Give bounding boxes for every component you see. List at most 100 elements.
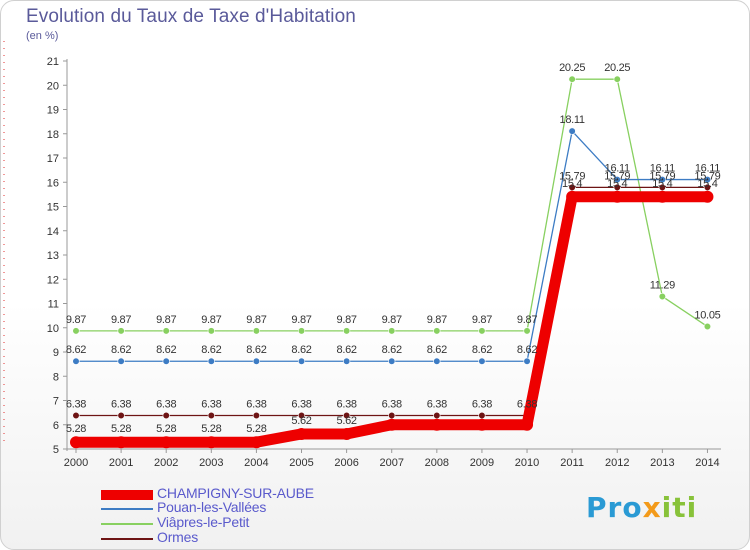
data-point-3 xyxy=(162,411,170,420)
y-tick-label: 5 xyxy=(53,444,59,456)
data-point-2 xyxy=(703,322,712,331)
x-tick-label: 2012 xyxy=(605,457,629,469)
y-tick-label: 8 xyxy=(53,371,59,383)
y-tick-label: 21 xyxy=(47,56,59,68)
legend-label: Pouan-les-Vallées xyxy=(157,499,267,515)
x-tick-label: 2005 xyxy=(289,457,313,469)
data-label-3: 15.79 xyxy=(604,170,630,182)
data-point-2 xyxy=(433,327,441,335)
data-label-1: 8.62 xyxy=(337,344,357,356)
data-point-0 xyxy=(70,436,82,449)
data-label-3: 6.38 xyxy=(201,399,221,411)
y-tick-label: 9 xyxy=(53,347,59,359)
data-point-0 xyxy=(160,436,173,449)
data-label-2: 9.87 xyxy=(472,314,492,326)
data-label-2: 9.87 xyxy=(382,314,402,326)
data-point-1 xyxy=(117,357,125,365)
data-label-1: 8.62 xyxy=(66,344,86,356)
data-label-0: 15.4 xyxy=(562,178,582,190)
data-point-3 xyxy=(117,411,125,420)
x-tick-label: 2010 xyxy=(515,457,539,469)
legend-swatch xyxy=(101,523,153,525)
data-point-2 xyxy=(568,75,576,83)
y-tick-label: 7 xyxy=(53,396,59,408)
data-point-3 xyxy=(703,183,712,191)
data-label-0: 5.62 xyxy=(291,415,311,427)
data-label-1: 16.11 xyxy=(605,163,630,175)
chart-unit: (en %) xyxy=(26,30,59,42)
legend-label: CHAMPIGNY-SUR-AUBE xyxy=(157,485,314,501)
y-tick-label: 17 xyxy=(47,153,59,165)
data-label-2: 10.05 xyxy=(694,310,720,322)
data-label-3: 6.38 xyxy=(517,399,537,411)
data-label-0: 5.28 xyxy=(201,423,221,435)
data-label-2: 9.87 xyxy=(427,314,447,326)
data-label-2: 9.87 xyxy=(111,314,131,326)
data-label-3: 6.38 xyxy=(156,399,176,411)
proxiti-logo: Proxiti xyxy=(586,491,697,524)
data-label-1: 8.62 xyxy=(427,344,447,356)
series-line-2 xyxy=(75,78,709,332)
data-label-3: 15.79 xyxy=(649,170,675,182)
data-label-1: 8.62 xyxy=(111,344,131,356)
data-point-3 xyxy=(478,411,486,420)
data-label-3: 15.79 xyxy=(559,170,585,182)
data-point-3 xyxy=(388,411,396,420)
data-label-2: 20.25 xyxy=(604,62,630,74)
x-tick-label: 2013 xyxy=(650,457,674,469)
data-point-0 xyxy=(295,427,308,440)
y-tick-label: 14 xyxy=(47,226,59,238)
y-tick-label: 10 xyxy=(47,323,59,335)
data-point-1 xyxy=(703,175,712,184)
data-label-1: 8.62 xyxy=(246,344,266,356)
data-point-2 xyxy=(343,327,351,335)
data-point-3 xyxy=(207,411,215,420)
x-tick-label: 2008 xyxy=(425,457,449,469)
data-point-2 xyxy=(613,75,621,83)
data-label-3: 15.79 xyxy=(694,170,720,182)
data-label-2: 9.87 xyxy=(337,314,357,326)
data-label-2: 9.87 xyxy=(201,314,221,326)
data-point-2 xyxy=(658,292,666,301)
data-point-0 xyxy=(250,436,263,449)
data-label-3: 6.38 xyxy=(427,399,447,411)
x-tick-label: 2000 xyxy=(64,457,88,469)
data-label-1: 16.11 xyxy=(695,163,720,175)
y-tick-label: 13 xyxy=(47,250,59,262)
data-label-3: 6.38 xyxy=(337,399,357,411)
legend-swatch xyxy=(101,508,153,510)
data-label-3: 6.38 xyxy=(111,399,131,411)
data-point-1 xyxy=(162,357,170,365)
data-point-3 xyxy=(433,411,441,420)
x-tick-label: 2001 xyxy=(109,457,133,469)
data-point-0 xyxy=(340,427,353,440)
y-tick-label: 18 xyxy=(47,129,59,141)
data-label-0: 15.4 xyxy=(607,178,627,190)
x-tick-label: 2014 xyxy=(695,457,719,469)
data-label-2: 9.87 xyxy=(246,314,266,326)
series-line-3 xyxy=(75,186,709,417)
data-point-3 xyxy=(297,411,306,420)
data-point-0 xyxy=(385,418,398,431)
y-tick-label: 20 xyxy=(47,80,59,92)
data-label-0: 5.28 xyxy=(246,423,266,435)
y-tick-label: 15 xyxy=(47,202,59,214)
data-label-3: 6.38 xyxy=(66,399,86,411)
x-tick-label: 2003 xyxy=(199,457,223,469)
data-label-0: 5.28 xyxy=(111,423,131,435)
data-label-2: 11.29 xyxy=(650,279,675,291)
data-point-1 xyxy=(207,357,215,365)
data-label-1: 8.62 xyxy=(201,344,221,356)
data-label-2: 9.87 xyxy=(66,314,86,326)
chart-title: Evolution du Taux de Taxe d'Habitation xyxy=(26,6,356,27)
data-point-1 xyxy=(343,357,351,365)
legend-swatch xyxy=(101,538,153,540)
data-label-1: 16.11 xyxy=(650,163,675,175)
y-tick-label: 16 xyxy=(47,177,59,189)
data-label-1: 8.62 xyxy=(156,344,176,356)
data-point-0 xyxy=(115,436,128,449)
data-point-1 xyxy=(297,357,306,365)
x-tick-label: 2006 xyxy=(334,457,358,469)
y-tick-label: 12 xyxy=(47,274,59,286)
